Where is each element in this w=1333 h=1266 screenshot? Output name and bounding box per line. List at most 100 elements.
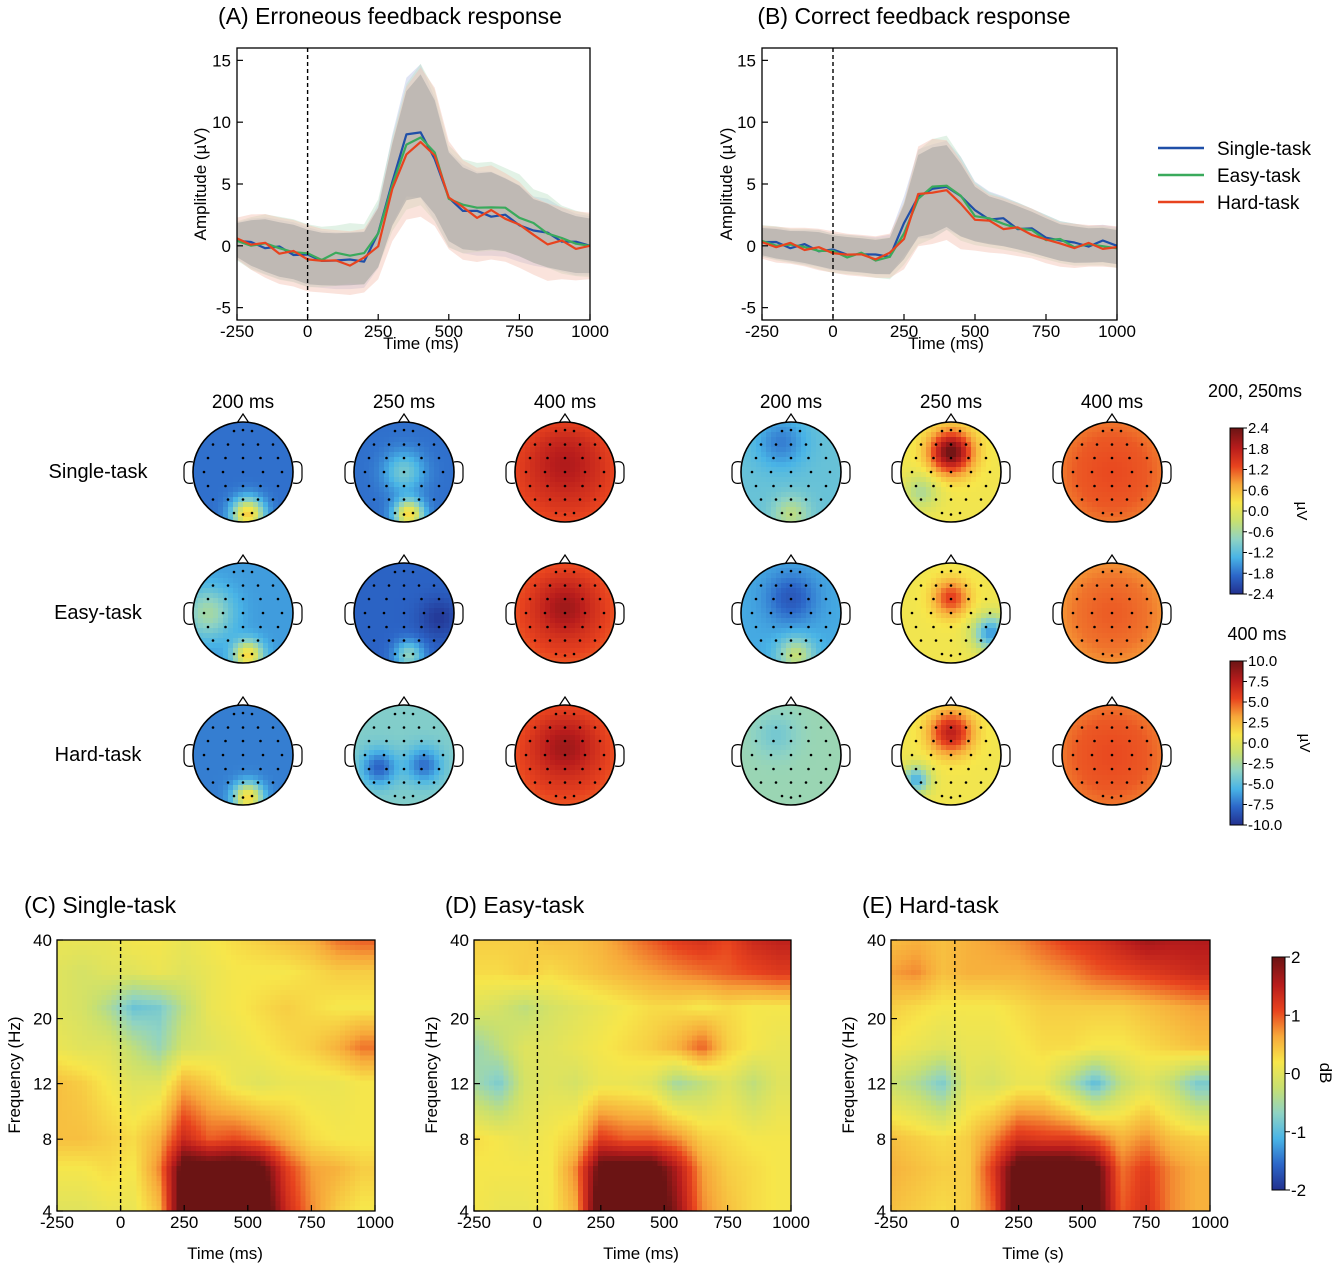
topomap-pixel [238,447,244,453]
topomap-pixel [1122,512,1128,518]
topomap-pixel [218,502,224,508]
topomap-pixel [394,467,400,473]
head-outline [353,562,455,664]
topomap-pixel [1122,422,1128,428]
electrode [789,428,793,432]
topomap-pixel [525,437,531,443]
topomap-pixel [243,467,249,473]
topomap-pixel [911,442,917,448]
electrode [819,498,823,501]
topomap-pixel [223,593,229,599]
topomap-pixel [283,447,289,453]
topomap-pixel [565,613,571,619]
electrode [1095,498,1099,501]
topomap-pixel [801,598,807,604]
topomap-pixel [530,477,536,483]
topomap-pixel [550,658,556,663]
topomap-pixel [439,658,445,663]
topomap-pixel [1132,497,1138,503]
topomap-pixel [203,568,209,574]
topomap-pixel [394,598,400,604]
topomap-pixel [268,588,274,594]
topomap-pixel [941,603,947,609]
topomap-pixel [946,633,952,639]
topomap-pixel [931,578,937,584]
topomap-pixel [369,422,375,428]
topomap-pixel [535,603,541,609]
topomap-pixel [751,593,757,599]
topomap-pixel [530,588,536,594]
topomap-pixel [961,593,967,599]
topomap-pixel [610,502,615,508]
topomap-pixel [776,608,782,614]
topomap-pixel [901,613,907,619]
topomap-pixel [1137,477,1143,483]
topomap-pixel [741,573,747,579]
topomap-pixel [991,472,997,478]
topomap-pixel [223,598,229,604]
topomap-pixel [1142,437,1148,443]
topomap-pixel [986,452,992,458]
topomap-pixel [560,568,566,574]
topomap-pixel [1092,487,1098,493]
topomap-pixel [605,432,611,438]
topomap-pixel [991,432,997,438]
topomap-pixel [213,628,219,634]
topomap-pixel [911,437,917,443]
topomap-pixel [414,462,420,468]
topomap-pixel [273,608,279,614]
topomap-pixel [1147,427,1153,433]
topomap-pixel [409,432,415,438]
topomap-pixel [520,507,526,513]
topomap-pixel [404,447,410,453]
topomap-pixel [374,618,380,624]
topomap-pixel [419,613,425,619]
topomap-pixel [926,497,932,503]
topomap-pixel [384,568,390,574]
electrode [932,456,935,460]
topomap-pixel [956,477,962,483]
topomap-pixel [414,588,420,594]
topomap-pixel [520,517,526,522]
topomap-pixel [756,467,762,473]
topomap-pixel [751,628,757,634]
topomap-pixel [981,653,987,659]
electrode [969,470,973,474]
topomap-pixel [961,648,967,654]
topomap-pixel [359,658,365,663]
topomap-pixel [956,623,962,629]
topomap-pixel [288,643,293,649]
topomap-pixel [369,583,375,589]
electrode [1125,443,1129,446]
topomap-pixel [434,603,440,609]
topomap-pixel [444,653,450,659]
topomap-pixel [951,628,957,634]
electrode [402,584,406,587]
topomap-pixel [595,608,601,614]
topomap-pixel [1137,442,1143,448]
topomap-pixel [776,583,782,589]
topomap-pixel [409,598,415,604]
topomap-pixel [901,502,907,508]
topomap-pixel [540,452,546,458]
topomap-pixel [966,653,972,659]
electrode [250,429,254,433]
topomap-pixel [359,477,365,483]
topomap-pixel [801,427,807,433]
topomap-pixel [791,603,797,609]
topomap-pixel [756,593,762,599]
topomap-pixel [836,573,841,579]
topomap-pixel [796,512,802,518]
topomap-pixel [926,472,932,478]
topomap-pixel [605,613,611,619]
topomap-pixel [1072,447,1078,453]
topomap-pixel [550,517,556,522]
topomap-pixel [981,487,987,493]
electrode [819,584,823,587]
topomap-pixel [203,457,209,463]
topomap-pixel [384,437,390,443]
electrode [798,652,802,656]
topomap-pixel [1157,573,1162,579]
topomap-pixel [560,638,566,644]
topomap-pixel [986,658,992,663]
